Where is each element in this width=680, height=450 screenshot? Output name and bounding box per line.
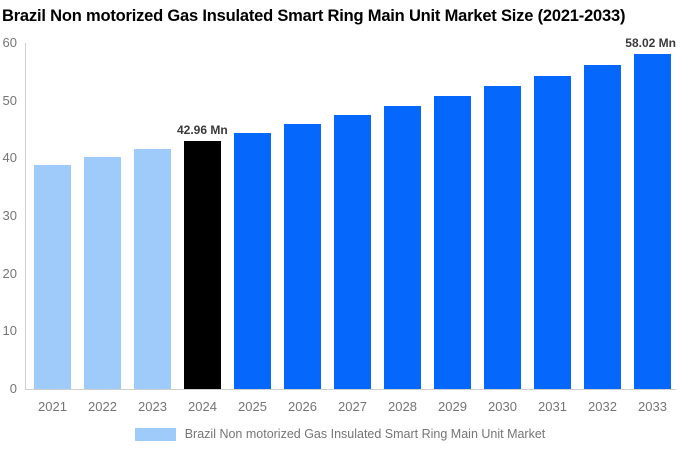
x-axis-tick-label: 2022 bbox=[88, 399, 117, 414]
y-axis-line bbox=[25, 43, 26, 389]
x-axis-tick-label: 2029 bbox=[438, 399, 467, 414]
bar-value-label: 58.02 Mn bbox=[625, 36, 676, 51]
x-axis-tick-label: 2030 bbox=[488, 399, 517, 414]
bar-2024 bbox=[184, 141, 221, 389]
y-axis-tick-label: 0 bbox=[9, 381, 17, 396]
y-axis-tick-label: 60 bbox=[2, 35, 17, 50]
y-axis-tick-label: 30 bbox=[2, 208, 17, 223]
legend-swatch bbox=[134, 427, 176, 441]
bar-2031 bbox=[534, 75, 571, 389]
legend[interactable]: Brazil Non motorized Gas Insulated Smart… bbox=[0, 427, 680, 441]
x-axis-tick-label: 2021 bbox=[38, 399, 67, 414]
x-axis-tick-label: 2023 bbox=[138, 399, 167, 414]
y-axis-tick-label: 20 bbox=[2, 265, 17, 281]
bar-2023 bbox=[134, 149, 171, 389]
bar-2022 bbox=[84, 157, 121, 389]
bar-2021 bbox=[34, 164, 71, 389]
x-axis-tick-label: 2026 bbox=[288, 399, 317, 414]
x-axis-tick-label: 2024 bbox=[188, 399, 217, 414]
x-axis-tick-label: 2028 bbox=[388, 399, 417, 414]
bar-value-label: 42.96 Mn bbox=[177, 123, 228, 138]
bar-2025 bbox=[234, 132, 271, 389]
y-axis-tick-label: 10 bbox=[2, 323, 17, 339]
bar-2032 bbox=[584, 65, 621, 389]
chart-title: Brazil Non motorized Gas Insulated Smart… bbox=[2, 7, 626, 25]
x-axis-tick-label: 2031 bbox=[538, 399, 567, 414]
x-axis-tick-label: 2033 bbox=[638, 399, 667, 414]
bar-2028 bbox=[384, 105, 421, 389]
bar-2026 bbox=[284, 124, 321, 389]
legend-label: Brazil Non motorized Gas Insulated Smart… bbox=[184, 427, 546, 441]
bar-2033 bbox=[634, 54, 671, 389]
bar-2029 bbox=[434, 96, 471, 389]
bar-2027 bbox=[334, 115, 371, 389]
x-axis-tick-label: 2025 bbox=[238, 399, 267, 414]
x-axis-line bbox=[25, 389, 676, 390]
bar-2030 bbox=[484, 86, 521, 389]
x-axis-tick-label: 2027 bbox=[338, 399, 367, 414]
y-axis-tick-label: 40 bbox=[2, 150, 17, 166]
y-axis-tick-label: 50 bbox=[2, 92, 17, 108]
x-axis-tick-label: 2032 bbox=[588, 399, 617, 414]
